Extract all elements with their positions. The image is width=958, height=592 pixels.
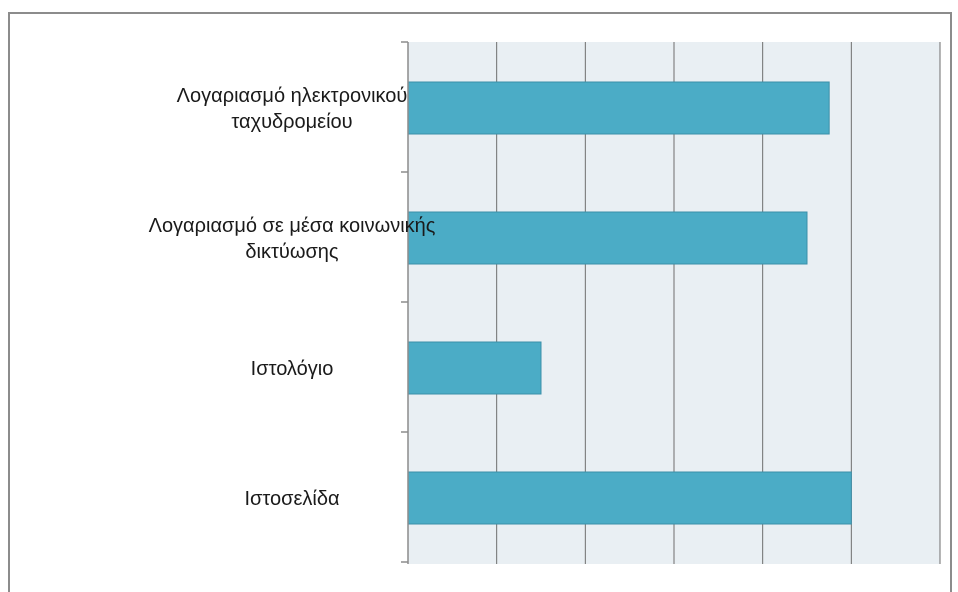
category-label: Ιστοσελίδα	[244, 488, 339, 510]
bars	[407, 81, 852, 525]
bar	[407, 211, 808, 265]
category-label: δικτύωσης	[245, 241, 338, 263]
bar	[407, 81, 830, 135]
chart-frame	[8, 12, 952, 592]
category-label: ταχυδρομείου	[231, 111, 352, 133]
category-label: Λογαριασμό σε μέσα κοινωνικής	[149, 215, 436, 237]
category-label: Ιστολόγιο	[251, 358, 334, 380]
bar	[407, 471, 852, 525]
category-labels: Λογαριασμό ηλεκτρονικού ταχυδρομείου Λογαρ…	[149, 85, 436, 510]
bar	[407, 341, 542, 395]
category-label: Λογαριασμό ηλεκτρονικού	[177, 85, 408, 107]
category-axis	[401, 41, 409, 564]
